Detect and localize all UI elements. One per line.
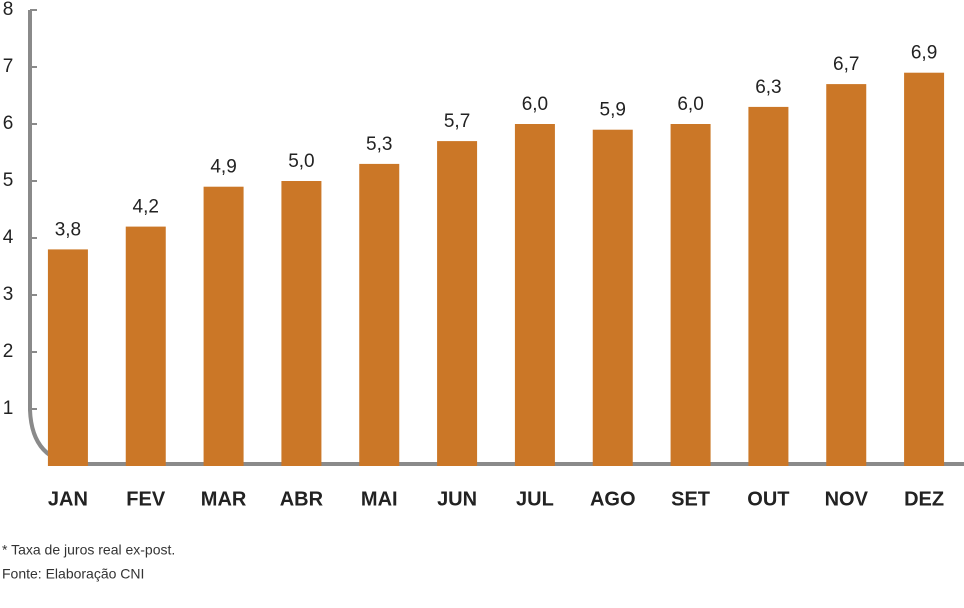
axis <box>28 10 964 466</box>
value-label: 6,0 <box>677 94 703 115</box>
y-tick-label: 8 <box>3 0 14 20</box>
footnote: * Taxa de juros real ex-post. <box>2 542 175 558</box>
value-label: 5,7 <box>444 111 470 132</box>
bar <box>125 226 166 466</box>
x-tick-label: OUT <box>747 488 789 510</box>
x-tick-label: SET <box>671 488 710 510</box>
y-tick-label: 3 <box>3 284 14 305</box>
x-tick-label: DEZ <box>904 488 944 510</box>
x-tick-label: JUL <box>516 488 554 510</box>
bar <box>592 129 633 466</box>
bar <box>904 72 945 466</box>
y-tick-label: 4 <box>3 227 14 248</box>
y-tick-label: 7 <box>3 56 14 77</box>
value-label: 6,3 <box>755 77 781 98</box>
value-label: 6,7 <box>833 54 859 75</box>
bar <box>203 186 244 466</box>
y-tick-label: 2 <box>3 341 14 362</box>
x-tick-label: JUN <box>437 488 477 510</box>
bar <box>281 181 322 466</box>
value-label: 5,9 <box>600 100 626 121</box>
value-label: 6,9 <box>911 43 937 64</box>
x-tick-label: FEV <box>126 488 166 510</box>
y-tick-label: 6 <box>3 113 14 134</box>
y-tick-label: 1 <box>3 398 14 419</box>
x-tick-label: MAI <box>361 488 398 510</box>
bar <box>514 124 555 466</box>
source: Fonte: Elaboração CNI <box>2 566 144 582</box>
value-label: 4,2 <box>133 197 159 218</box>
bar <box>359 163 400 466</box>
value-label: 3,8 <box>55 219 81 240</box>
x-tick-label: JAN <box>48 488 88 510</box>
x-tick-label: NOV <box>825 488 869 510</box>
y-tick-label: 5 <box>3 170 14 191</box>
value-label: 4,9 <box>210 157 236 178</box>
value-label: 5,0 <box>288 151 314 172</box>
bar <box>437 141 478 466</box>
x-tick-label: ABR <box>280 488 324 510</box>
value-label: 6,0 <box>522 94 548 115</box>
x-tick-label: MAR <box>201 488 247 510</box>
bar <box>748 106 789 467</box>
x-tick-label: AGO <box>590 488 636 510</box>
bar <box>47 249 88 466</box>
bar <box>670 124 711 466</box>
value-label: 5,3 <box>366 134 392 155</box>
bar <box>826 84 867 466</box>
